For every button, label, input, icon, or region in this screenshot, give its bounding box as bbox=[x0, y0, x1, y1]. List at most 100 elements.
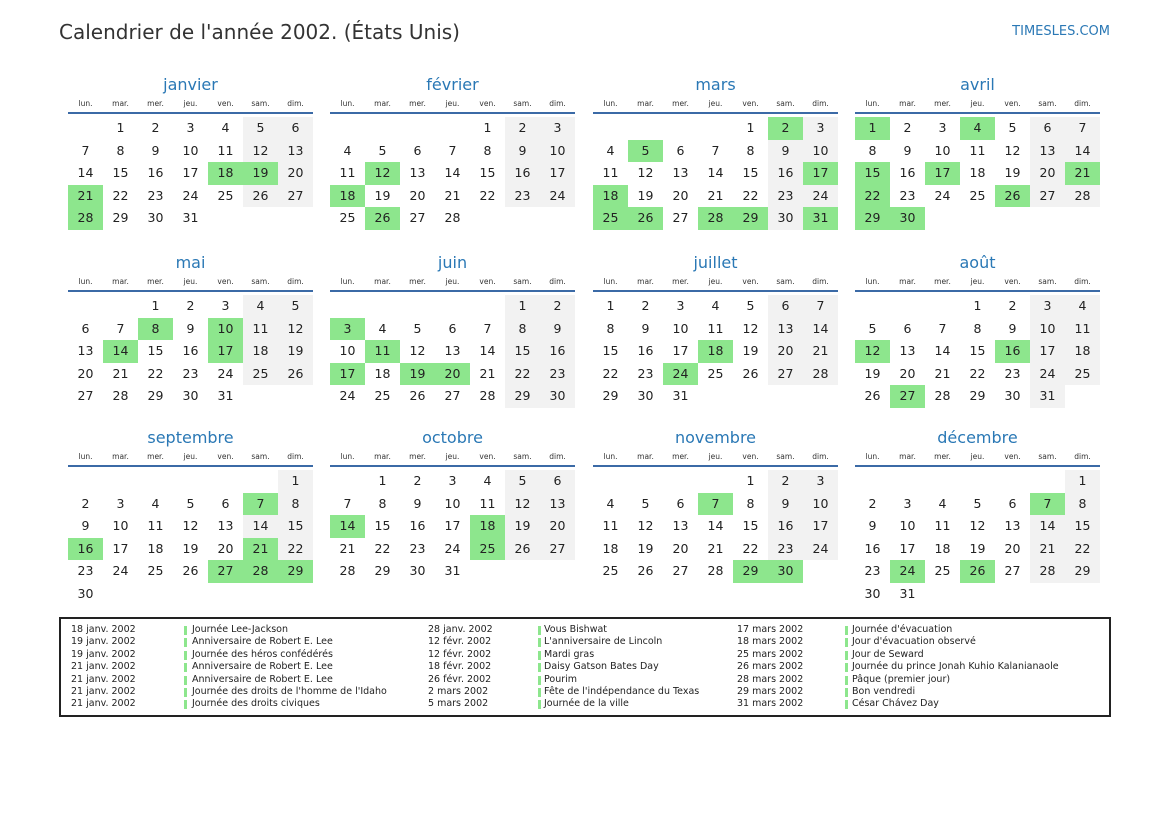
day-cell: 31 bbox=[217, 388, 234, 403]
day-cell: 29 bbox=[1065, 560, 1100, 583]
weekday-label: mar. bbox=[637, 452, 654, 461]
day-cell: 18 bbox=[1065, 340, 1100, 363]
day-cell: 18 bbox=[374, 365, 391, 381]
holiday-marker bbox=[845, 638, 848, 648]
day-cell: 28 bbox=[934, 388, 951, 403]
day-cell: 26 bbox=[505, 537, 540, 560]
day-cell: 22 bbox=[742, 540, 759, 556]
day-cell: 29 bbox=[505, 385, 540, 408]
day-cell: 17 bbox=[112, 540, 129, 556]
day-cell: 24 bbox=[217, 365, 234, 381]
weekday-label: mer. bbox=[147, 99, 164, 108]
day-cell: 11 bbox=[969, 142, 986, 158]
day-cell: 26 bbox=[637, 563, 654, 578]
day-cell: 8 bbox=[973, 320, 982, 336]
day-cell: 1 bbox=[378, 473, 387, 488]
day-cell: 10 bbox=[112, 518, 129, 533]
day-cell: 8 bbox=[1065, 492, 1100, 515]
day-cell: 4 bbox=[221, 120, 230, 135]
day-cell: 8 bbox=[116, 142, 125, 158]
holiday-day-cell: 26 bbox=[960, 560, 995, 583]
holiday-marker bbox=[184, 700, 187, 710]
day-cell: 15 bbox=[147, 343, 164, 358]
holiday-marker bbox=[538, 650, 541, 660]
holiday-day-cell: 25 bbox=[470, 537, 505, 560]
day-cell: 19 bbox=[637, 187, 654, 203]
day-cell: 27 bbox=[768, 362, 803, 385]
month-name: février bbox=[426, 75, 479, 94]
day-cell: 15 bbox=[112, 165, 129, 180]
day-cell: 6 bbox=[278, 117, 313, 140]
day-cell: 25 bbox=[243, 362, 278, 385]
holiday-day-cell: 18 bbox=[698, 340, 733, 363]
day-cell: 6 bbox=[413, 142, 422, 158]
day-cell: 29 bbox=[969, 388, 986, 403]
day-cell: 24 bbox=[339, 388, 356, 403]
day-cell: 20 bbox=[1030, 162, 1065, 185]
day-cell: 5 bbox=[973, 495, 982, 511]
month-rule bbox=[855, 112, 1100, 114]
holiday-marker bbox=[184, 638, 187, 648]
weekday-label: sam. bbox=[776, 277, 795, 286]
day-cell: 21 bbox=[339, 540, 356, 556]
weekday-label: dim. bbox=[1074, 452, 1091, 461]
day-cell: 6 bbox=[540, 470, 575, 493]
day-cell: 17 bbox=[899, 540, 916, 556]
day-cell: 25 bbox=[1065, 362, 1100, 385]
weekday-label: mar. bbox=[637, 277, 654, 286]
day-cell: 4 bbox=[243, 295, 278, 318]
day-cell: 21 bbox=[444, 187, 461, 203]
weekday-label: lun. bbox=[340, 99, 355, 108]
holiday-day-cell: 26 bbox=[995, 184, 1030, 207]
day-cell: 8 bbox=[868, 142, 877, 158]
holiday-row: 21 janv. 2002 Journée des droits de l'hom… bbox=[71, 686, 431, 698]
day-cell: 8 bbox=[746, 142, 755, 158]
day-cell: 8 bbox=[278, 492, 313, 515]
month-calendar: juin lun. mar. mer. jeu. ven. sam. dim. 1 2 3 4 5 6 7 8… bbox=[330, 253, 575, 418]
day-cell: 14 bbox=[243, 515, 278, 538]
holiday-marker bbox=[845, 650, 848, 660]
weekday-label: mer. bbox=[409, 277, 426, 286]
day-cell: 10 bbox=[339, 343, 356, 358]
day-cell: 10 bbox=[899, 518, 916, 533]
day-cell: 27 bbox=[672, 210, 689, 225]
day-cell: 18 bbox=[147, 540, 164, 556]
day-cell: 26 bbox=[864, 388, 881, 403]
weekday-label: mer. bbox=[147, 277, 164, 286]
day-cell: 2 bbox=[768, 470, 803, 493]
weekday-label: ven. bbox=[479, 99, 496, 108]
holiday-day-cell: 21 bbox=[243, 537, 278, 560]
weekday-label: sam. bbox=[513, 277, 532, 286]
day-cell: 3 bbox=[803, 470, 838, 493]
holiday-row: 17 mars 2002 Journée d'évacuation bbox=[737, 624, 1097, 636]
day-cell: 3 bbox=[221, 298, 230, 313]
holiday-name: Journée des héros confédérés bbox=[192, 648, 333, 660]
month-rule bbox=[855, 465, 1100, 467]
holiday-row: 28 janv. 2002 Vous Bishwat bbox=[428, 624, 788, 636]
day-cell: 26 bbox=[742, 365, 759, 381]
day-cell: 26 bbox=[409, 388, 426, 403]
weekday-label: lun. bbox=[865, 277, 880, 286]
holiday-column: 17 mars 2002 Journée d'évacuation 18 mars … bbox=[737, 624, 1097, 711]
weekday-label: jeu. bbox=[445, 99, 460, 108]
brand-link[interactable]: TIMESLES.COM bbox=[1012, 24, 1110, 39]
day-cell: 3 bbox=[803, 117, 838, 140]
day-cell: 4 bbox=[1065, 295, 1100, 318]
day-cell: 15 bbox=[1065, 515, 1100, 538]
day-cell: 12 bbox=[637, 518, 654, 533]
day-cell: 16 bbox=[505, 162, 540, 185]
day-cell: 19 bbox=[374, 187, 391, 203]
day-cell: 11 bbox=[602, 518, 619, 533]
day-cell: 28 bbox=[479, 388, 496, 403]
weekday-label: mer. bbox=[672, 277, 689, 286]
holiday-day-cell: 1 bbox=[855, 117, 890, 140]
day-cell: 3 bbox=[540, 117, 575, 140]
day-cell: 21 bbox=[803, 340, 838, 363]
holiday-marker bbox=[538, 700, 541, 710]
day-cell: 20 bbox=[768, 340, 803, 363]
holiday-day-cell: 30 bbox=[768, 560, 803, 583]
month-calendar: mai lun. mar. mer. jeu. ven. sam. dim. 1 2 3 4 5 6 7 8 9… bbox=[68, 253, 313, 418]
weekday-label: dim. bbox=[287, 277, 304, 286]
month-name: avril bbox=[960, 75, 995, 94]
day-cell: 3 bbox=[116, 495, 125, 511]
